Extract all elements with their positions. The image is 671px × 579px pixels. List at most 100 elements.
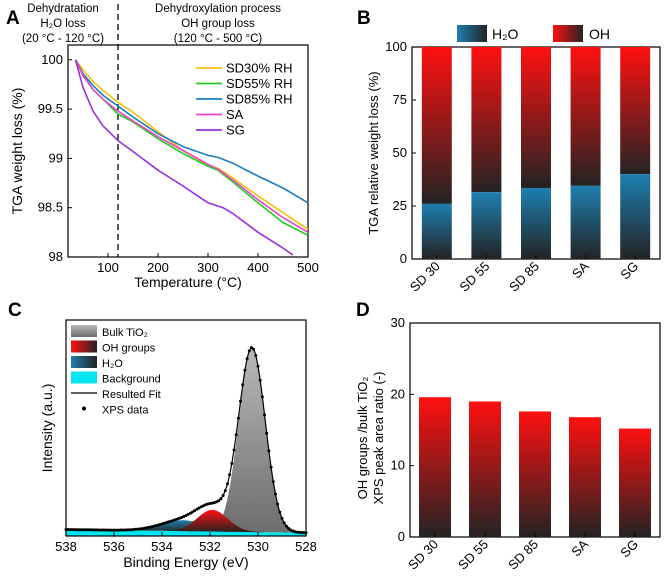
panel-c-legend-label: XPS data: [102, 405, 149, 417]
panel-a-series-sd30-rh: [74, 59, 308, 231]
panel-c-xps-point: [232, 448, 236, 452]
panel-c-component-background: [66, 529, 306, 536]
panel-c-legend-swatch: [82, 406, 86, 411]
panel-c-xps-point: [256, 364, 260, 368]
panel-a-annotation-left: H₂O loss: [40, 18, 86, 30]
panel-c-xps-point: [234, 433, 238, 437]
panel-a-xtick-label: 500: [297, 260, 319, 275]
panel-c-xps-point: [75, 528, 79, 532]
panel-c-legend-swatch: [71, 325, 97, 337]
panel-b-bar-oh: [570, 47, 601, 186]
panel-c-legend-swatch: [71, 356, 97, 368]
panel-a-legend-label: SD55% RH: [226, 76, 292, 91]
panel-c-ylabel: Intensity (a.u.): [39, 384, 55, 473]
panel-c-legend-label: Bulk TiO₂: [102, 327, 148, 339]
panel-c-xps-point: [114, 528, 118, 532]
panel-c-xps-point: [243, 368, 247, 372]
panel-c-xps-point: [236, 416, 240, 420]
panel-a-letter: A: [6, 8, 20, 29]
panel-c-xps-point: [186, 512, 190, 516]
panel-c-xtick-label: 536: [103, 539, 125, 554]
panel-d-xtick-label: SD 55: [455, 537, 491, 573]
panel-b-xtick-label: SD 85: [506, 259, 542, 295]
panel-c-xps-point: [278, 510, 282, 514]
panel-b-bar-h2o: [570, 185, 601, 259]
panel-c-xps-point: [247, 349, 251, 353]
panel-c-xps-point: [73, 528, 77, 532]
panel-b-ytick-label: 0: [400, 251, 407, 266]
panel-c-xps-point: [121, 528, 125, 532]
panel-c-xps-point: [287, 526, 290, 530]
panel-c-xps-point: [68, 528, 72, 532]
panel-c-xps-point: [221, 494, 225, 497]
panel-c-xps-point: [252, 347, 256, 351]
panel-d-bar: [419, 397, 451, 537]
panel-c-xps-point: [138, 527, 142, 531]
panel-c-xps-point: [245, 357, 249, 361]
panel-c-xps-point: [267, 449, 271, 453]
panel-b-legend-label-h2o: H₂O: [492, 26, 519, 42]
panel-b-xtick-label: SD 55: [456, 259, 492, 295]
panel-c-xps-point: [260, 395, 264, 399]
panel-c-legend-label: H₂O: [102, 358, 123, 370]
panel-a-xtick-label: 300: [197, 260, 219, 275]
panel-c-xps-point: [269, 465, 273, 469]
panel-b-bar-h2o: [620, 174, 651, 259]
panel-a-series-sa: [74, 59, 308, 233]
panel-b-stacked-bars: 0 25 50 75 100 TGA relative weight loss (%) SD…: [366, 25, 661, 295]
panel-a-xtick-label: 400: [247, 260, 269, 275]
panel-c-xps-point: [271, 480, 275, 484]
panel-c-legend-label: Resulted Fit: [102, 389, 161, 401]
panel-b-legend-label-oh: OH: [589, 26, 610, 42]
panel-a-legend-label: SA: [226, 107, 244, 122]
panel-a-annotation-left: (20 °C - 120 °C): [22, 33, 104, 45]
panel-a-series-group: [74, 59, 308, 256]
panel-c-xps-point: [101, 528, 105, 532]
panel-c-xps-point: [95, 528, 98, 532]
panel-c-xps-point: [123, 528, 127, 532]
panel-c-xps-point: [215, 500, 218, 504]
panel-b-ytick-label: 100: [385, 39, 407, 54]
panel-b-ytick-label: 50: [393, 145, 407, 160]
panel-c-xps-point: [241, 383, 245, 387]
panel-c-xps-point: [265, 431, 269, 435]
panel-c-xps-point: [228, 473, 232, 477]
panel-b-xtick-label: SD 30: [407, 259, 443, 295]
panel-a-ytick-label: 99: [49, 150, 63, 165]
panel-a-annotation-right: Dehydroxylation process: [155, 3, 281, 15]
panel-b-bar-oh: [421, 47, 452, 204]
panel-c-xps-point: [134, 527, 138, 531]
panel-c-xps-point: [191, 510, 194, 514]
panel-a-series-sg: [74, 59, 294, 256]
panel-c-legend-label: OH groups: [102, 343, 156, 355]
panel-c-xps-point: [276, 502, 280, 506]
panel-c-component-oh-groups: [66, 509, 306, 533]
panel-c-xps-point: [77, 528, 81, 532]
panel-c-xps-point: [71, 528, 74, 532]
panel-b-ylabel: TGA relative weight loss (%): [366, 71, 381, 234]
panel-a-ylabel: TGA weight loss (%): [9, 88, 25, 215]
panel-c-xps-point: [239, 399, 242, 403]
panel-c-letter: C: [8, 300, 22, 321]
panel-c-xps-point: [66, 528, 70, 531]
panel-c-xps-point: [84, 528, 88, 532]
panel-c-xps-point: [282, 521, 286, 525]
panel-b-bar-h2o: [421, 203, 452, 259]
panel-b-xtick-label: SG: [617, 259, 641, 283]
panel-d-ytick-label: 0: [398, 529, 405, 544]
panel-c-xps-point: [132, 528, 136, 531]
panel-d-ytick-label: 20: [391, 386, 405, 401]
panel-c-xps-point: [193, 509, 197, 513]
panel-a-ytick-label: 98: [49, 249, 63, 264]
panel-b-xtick-label: SA: [569, 258, 592, 281]
panel-d-ytick-label: 30: [391, 315, 405, 330]
panel-d-ylabel-line2: XPS peak area ratio (-): [371, 372, 386, 505]
panel-c-frame: [65, 319, 307, 537]
panel-c-xps-point: [226, 482, 229, 486]
panel-c-xps-point: [223, 489, 227, 493]
panel-c-xps-point: [195, 507, 199, 511]
panel-c-xps-point: [92, 528, 96, 532]
panel-c-xps-point: [97, 528, 101, 532]
panel-b-bar-h2o: [471, 192, 502, 259]
panel-c-xtick-label: 530: [247, 539, 269, 554]
